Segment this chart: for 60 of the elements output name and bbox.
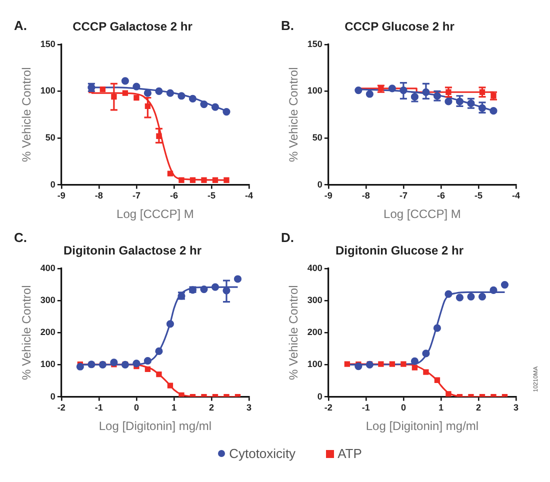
y-axis-title: % Vehicle Control [20,67,34,162]
x-tick-label: 3 [513,402,519,413]
y-tick-label: 400 [40,262,56,273]
x-tick-label: -2 [57,402,66,413]
text: B. [281,18,294,34]
y-tick-label: 0 [50,179,56,190]
y-tick-label: 100 [40,359,56,370]
y-axis-title: % Vehicle Control [286,285,301,380]
legend-label: Cytotoxicity [229,446,296,461]
x-tick-label: -6 [170,190,178,201]
x-axis-title: Log [CCCP] M [116,207,194,222]
y-tick-label: 50 [312,132,322,142]
x-tick-label: -5 [207,190,216,201]
y-tick-label: 0 [50,391,56,402]
x-tick-label: 2 [476,402,481,413]
x-tick-label: -7 [132,190,140,201]
chart-title: Digitonin Galactose 2 hr [63,244,202,258]
y-tick-label: 300 [40,294,56,305]
y-tick-label: 200 [40,327,56,338]
x-axis-title: Log [Digitonin] mg/ml [98,419,212,434]
x-tick-label: 2 [208,402,214,413]
y-tick-label: 0 [317,391,322,402]
x-tick-label: -9 [324,190,332,201]
x-tick-label: 0 [134,402,139,413]
x-tick-label: -4 [244,190,254,201]
x-tick-label: -5 [474,190,482,201]
y-tick-label: 100 [307,359,322,370]
x-tick-label: -6 [436,190,445,201]
y-axis-title: % Vehicle Control [286,67,301,162]
x-tick-label: 1 [171,402,176,413]
x-tick-label: 1 [438,402,444,413]
chart-title: Digitonin Glucose 2 hr [335,244,464,258]
x-tick-label: -1 [94,402,103,413]
x-tick-label: -7 [399,190,408,201]
x-tick-label: -2 [324,402,332,413]
text: C. [14,230,27,246]
chart-title: CCCP Galactose 2 hr [72,20,193,34]
y-tick-label: 150 [40,38,56,49]
y-tick-label: 100 [307,86,322,96]
y-tick-label: 300 [307,294,322,305]
x-axis-title: Log [Digitonin] mg/ml [366,419,479,434]
text: A. [14,18,27,34]
x-tick-label: 0 [400,402,406,413]
y-tick-label: 100 [40,86,56,96]
x-tick-label: -1 [362,402,370,413]
y-tick-label: 150 [307,38,322,49]
y-tick-label: 0 [317,179,322,190]
y-tick-label: 50 [45,132,56,142]
x-axis-title: Log [CCCP] M [384,207,461,222]
text: D. [281,230,294,246]
y-tick-label: 400 [307,262,322,273]
chart-title: CCCP Glucose 2 hr [344,20,455,34]
y-axis-title: % Vehicle Control [20,285,34,380]
y-tick-label: 200 [307,327,322,338]
x-tick-label: -8 [94,190,103,201]
x-tick-label: -9 [57,190,66,201]
x-tick-label: 3 [246,402,252,413]
x-tick-label: -4 [512,190,520,201]
x-tick-label: -8 [362,190,370,201]
legend-label: ATP [338,446,362,461]
